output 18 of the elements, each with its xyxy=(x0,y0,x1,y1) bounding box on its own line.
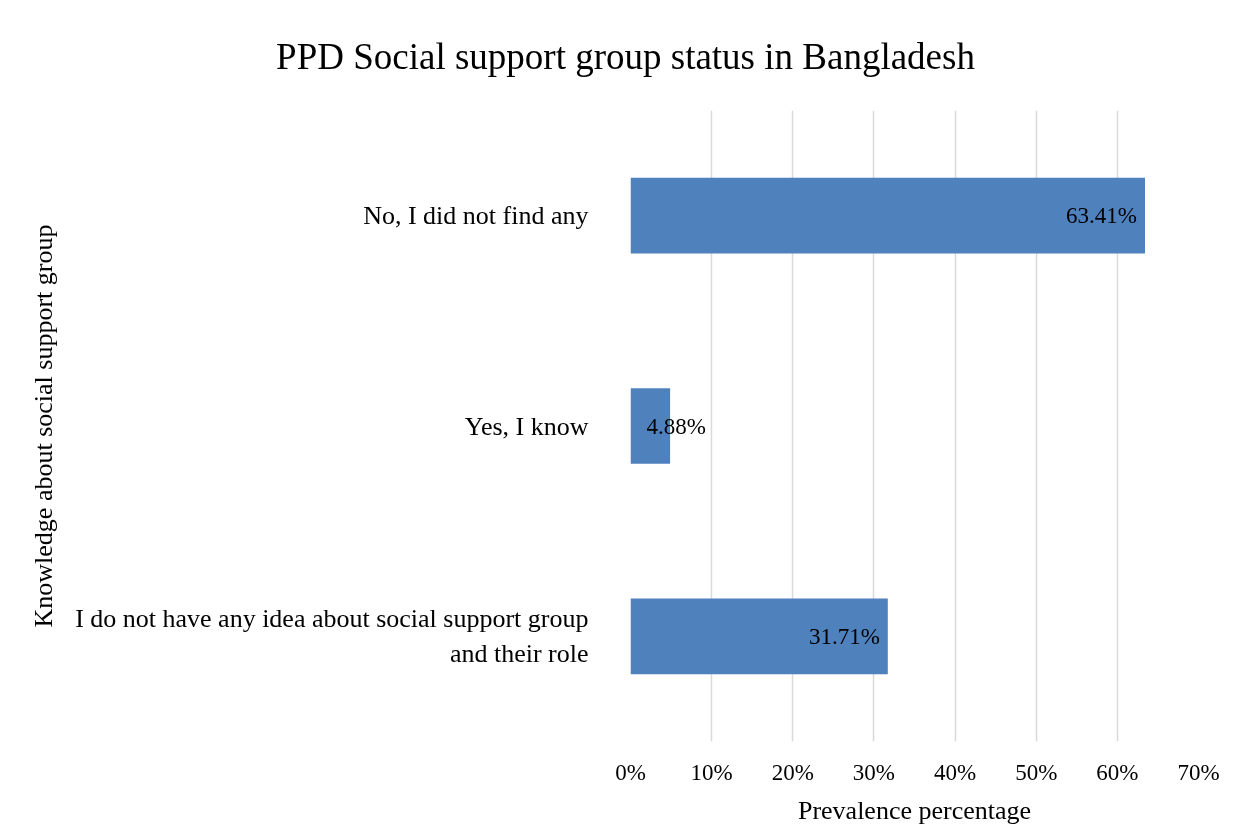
x-axis-title: Prevalence percentage xyxy=(797,795,1032,825)
y-axis-title: Knowledge about social support group xyxy=(29,224,59,628)
bar xyxy=(630,598,888,675)
y-tick-label: Yes, I know xyxy=(464,411,589,441)
x-tick-label: 20% xyxy=(771,759,814,785)
x-tick-label: 10% xyxy=(690,759,733,785)
x-tick-label: 70% xyxy=(1177,759,1220,785)
x-tick-label: 60% xyxy=(1096,759,1139,785)
x-tick-label: 50% xyxy=(1015,759,1058,785)
data-label: 63.41% xyxy=(1066,203,1138,229)
bar xyxy=(630,177,1146,254)
chart-title: PPD Social support group status in Bangladesh xyxy=(276,35,975,79)
y-tick-label: I do not have any idea about social support group and their role xyxy=(75,604,589,669)
y-tick-label: No, I did not find any xyxy=(363,201,589,231)
data-label: 31.71% xyxy=(808,623,880,649)
x-tick-label: 0% xyxy=(615,759,646,785)
x-tick-label: 30% xyxy=(852,759,896,785)
x-tick-label: 40% xyxy=(933,759,977,785)
